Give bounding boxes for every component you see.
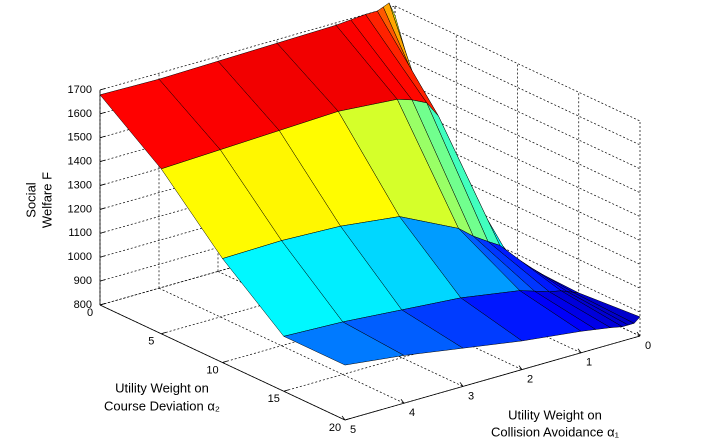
tick-mark [99, 159, 106, 163]
x-axis-label: Collision Avoidance α₁ [491, 424, 620, 439]
z-tick-label: 1400 [68, 156, 92, 168]
tick-mark [99, 231, 106, 234]
tick-mark [161, 331, 167, 335]
x-tick-label: 4 [409, 407, 415, 419]
z-tick-label: 1600 [68, 108, 92, 120]
tick-mark [636, 331, 641, 337]
tick-mark [99, 255, 106, 258]
y-tick-label: 10 [206, 364, 218, 376]
surface-patch [283, 321, 405, 366]
tick-mark [99, 88, 106, 91]
y-tick-label: 5 [148, 336, 154, 348]
tick-mark [518, 365, 523, 370]
x-tick-label: 3 [468, 390, 474, 402]
tick-mark [459, 382, 464, 387]
y-tick-label: 0 [87, 307, 93, 319]
z-tick-label: 1700 [68, 84, 92, 96]
tick-mark [341, 415, 346, 421]
y-axis-label: Course Deviation α₂ [104, 398, 220, 413]
z-tick-label: 800 [74, 299, 92, 311]
surface [99, 2, 641, 366]
tick-mark [222, 360, 228, 363]
tick-mark [99, 135, 106, 139]
grid-line [394, 53, 641, 170]
z-axis-label: Welfare F [39, 172, 54, 228]
x-tick-label: 5 [350, 424, 356, 436]
z-tick-label: 1500 [68, 132, 92, 144]
z-tick-label: 1200 [68, 203, 92, 215]
z-tick-label: 900 [74, 275, 92, 287]
grid-line [158, 287, 405, 404]
y-axis-label: Utility Weight on [115, 380, 209, 395]
tick-mark [400, 398, 405, 404]
x-tick-label: 2 [527, 374, 533, 386]
tick-mark [99, 303, 106, 306]
grid-line [99, 5, 396, 91]
x-axis [344, 335, 641, 421]
y-tick-label: 20 [329, 422, 341, 434]
z-axis-label: Social [23, 182, 38, 218]
grid-line [394, 5, 641, 122]
grid-line [394, 29, 641, 146]
x-tick-label: 1 [586, 357, 592, 369]
z-tick-label: 1100 [68, 227, 92, 239]
x-axis-label: Utility Weight on [508, 407, 602, 422]
grid-line [394, 77, 641, 193]
tick-mark [577, 348, 582, 354]
tick-mark [99, 183, 106, 186]
tick-mark [283, 389, 289, 392]
tick-mark [99, 112, 106, 115]
y-tick-label: 15 [268, 393, 280, 405]
z-tick-label: 1000 [68, 251, 92, 263]
z-tick-label: 1300 [68, 179, 92, 191]
tick-mark [99, 207, 106, 210]
tick-mark [99, 279, 106, 282]
x-tick-label: 0 [645, 340, 651, 352]
tick-mark [344, 418, 351, 421]
